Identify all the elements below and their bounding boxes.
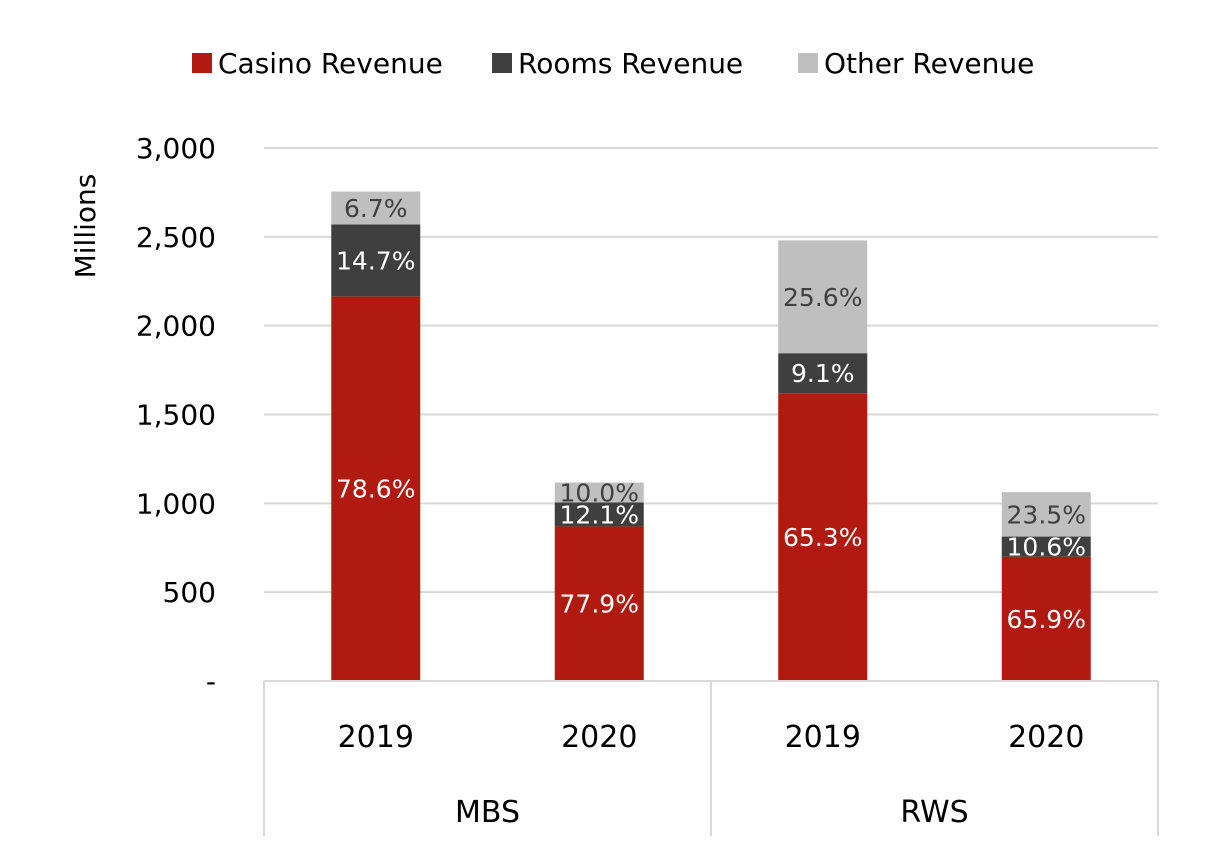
- x-tick-label: 2020: [561, 720, 637, 755]
- group-label: RWS: [900, 795, 968, 830]
- legend: Casino Revenue Rooms Revenue Other Revenue: [192, 47, 1034, 80]
- x-tick-label: 2019: [785, 720, 861, 755]
- y-axis-title: Millions: [69, 174, 102, 279]
- data-label: 12.1%: [560, 500, 639, 529]
- legend-swatch: [192, 53, 212, 73]
- bar-segment: [554, 502, 644, 527]
- data-label: 25.6%: [783, 283, 862, 312]
- y-tick-label: 500: [163, 576, 216, 609]
- y-tick-label: 3,000: [136, 132, 216, 165]
- data-label: 9.1%: [791, 359, 855, 388]
- data-label: 10.0%: [560, 478, 639, 507]
- legend-label: Other Revenue: [824, 47, 1034, 80]
- y-tick-label: 2,500: [136, 221, 216, 254]
- bar-segment: [331, 296, 421, 681]
- data-label: 10.6%: [1007, 533, 1086, 562]
- data-label: 65.3%: [783, 523, 862, 552]
- y-tick-label: 2,000: [136, 310, 216, 343]
- bar-segment: [778, 353, 868, 394]
- data-label: 78.6%: [336, 475, 415, 504]
- bar-segment: [778, 393, 868, 681]
- bar-segment: [331, 224, 421, 297]
- data-label: 77.9%: [560, 590, 639, 619]
- data-label: 14.7%: [336, 246, 415, 275]
- legend-label: Rooms Revenue: [518, 47, 743, 80]
- bar-segment: [1001, 492, 1091, 537]
- x-tick-label: 2019: [338, 720, 414, 755]
- y-axis: - 500 1,000 1,500 2,000 2,500 3,000: [136, 132, 216, 698]
- bar-segment: [331, 191, 421, 225]
- data-label: 65.9%: [1007, 605, 1086, 634]
- group-label: MBS: [455, 795, 520, 830]
- legend-swatch: [492, 53, 512, 73]
- x-tick-label: 2020: [1008, 720, 1084, 755]
- y-tick-label: -: [206, 665, 216, 698]
- data-label: 23.5%: [1007, 500, 1086, 529]
- legend-label: Casino Revenue: [218, 47, 443, 80]
- y-tick-label: 1,000: [136, 487, 216, 520]
- y-tick-label: 1,500: [136, 399, 216, 432]
- x-axis: 2019 2020 MBS 2019 2020 RWS: [263, 680, 1159, 836]
- bar-segment: [1001, 556, 1091, 681]
- bar-segment: [1001, 536, 1091, 557]
- bar-segment: [554, 526, 644, 681]
- data-labels: 78.6% 14.7% 6.7% 77.9% 12.1%10.0% 65.3% 9.1% 25…: [336, 194, 1086, 634]
- bar-segment: [554, 482, 644, 503]
- data-label: 6.7%: [344, 194, 408, 223]
- legend-swatch: [798, 53, 818, 73]
- bars: [331, 191, 1091, 681]
- bar-segment: [778, 240, 868, 354]
